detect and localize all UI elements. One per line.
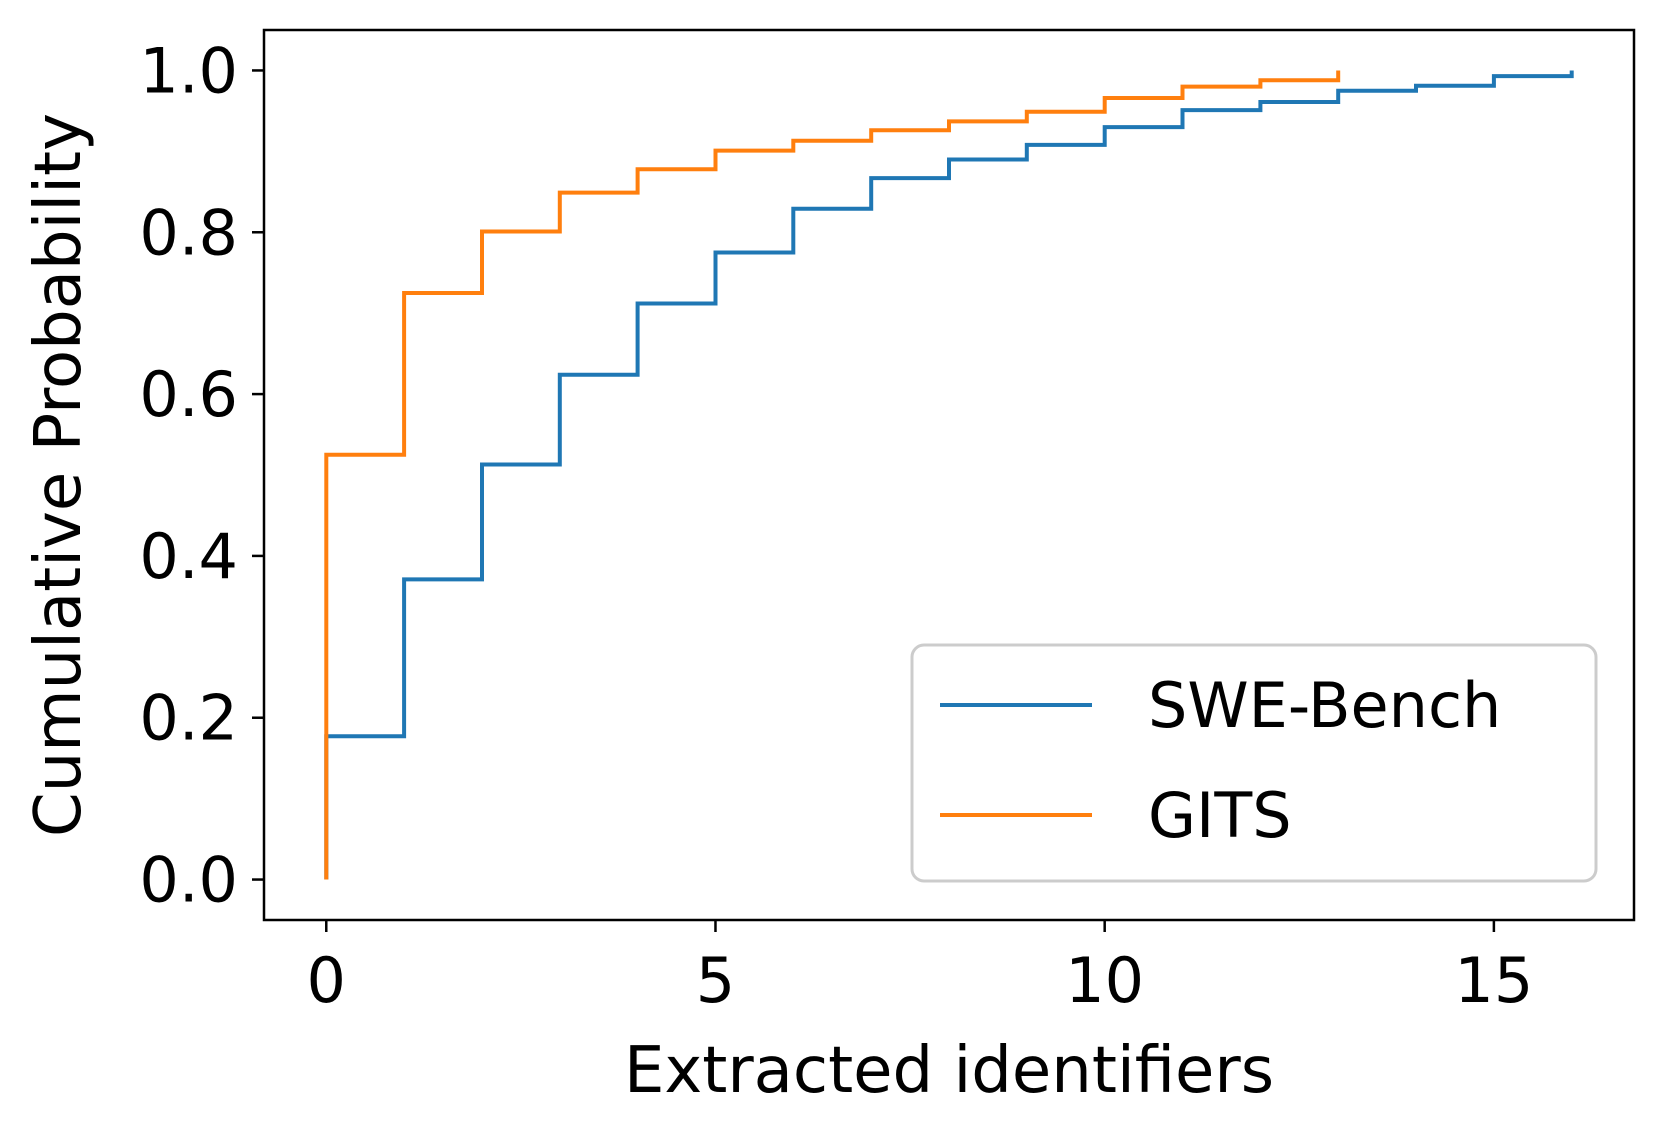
x-tick-label: 15	[1454, 944, 1533, 1017]
y-tick-label: 0.0	[139, 844, 238, 917]
x-tick-label: 10	[1065, 944, 1144, 1017]
y-tick-label: 0.4	[139, 520, 238, 593]
y-axis-label: Cumulative Probability	[22, 113, 96, 837]
series-line-swe-bench	[324, 70, 1574, 880]
legend-label-swe-bench: SWE-Bench	[1148, 669, 1501, 742]
legend-label-gits: GITS	[1148, 779, 1292, 852]
series-line-gits	[324, 70, 1341, 880]
x-tick-label: 0	[307, 944, 346, 1017]
plot-area-frame	[262, 28, 1636, 922]
y-tick-label: 0.8	[139, 196, 238, 269]
y-tick-label: 0.2	[139, 682, 238, 755]
legend: SWE-Bench GITS	[910, 643, 1598, 883]
y-tick-label: 0.6	[139, 358, 238, 431]
x-tick-label: 5	[696, 944, 735, 1017]
y-tick-label: 1.0	[139, 34, 238, 107]
x-axis: 0 5 10 15	[307, 920, 1533, 1017]
x-axis-label: Extracted identifiers	[624, 1034, 1274, 1108]
y-axis: 0.0 0.2 0.4 0.6 0.8 1.0	[139, 34, 264, 917]
series-layer	[324, 70, 1574, 880]
